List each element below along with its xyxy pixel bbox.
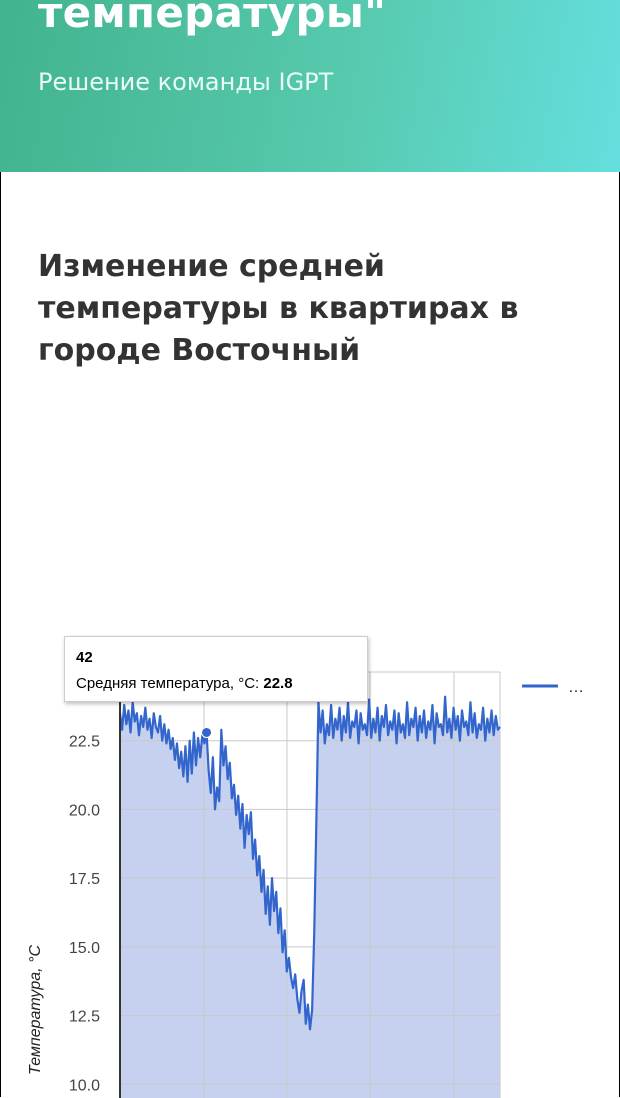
temperature-chart[interactable]: 22.5 20.0 17.5 15.0 12.5 10.0 Температура, °C … [0, 600, 620, 1098]
tooltip-x-value: 42 [76, 649, 93, 666]
header-subtitle: Решение команды IGPT [38, 68, 334, 96]
series-line [118, 695, 501, 1031]
y-tick-label: 17.5 [69, 871, 100, 888]
y-tick-label: 10.0 [69, 1077, 100, 1094]
highlighted-point [201, 726, 213, 738]
page-header: температуры" Решение команды IGPT [0, 0, 620, 172]
y-axis-title: Температура, °C [27, 945, 44, 1075]
y-tick-label: 15.0 [69, 940, 100, 957]
chart-tooltip: 42 Средняя температура, °C: 22.8 [64, 636, 368, 702]
y-tick-label: 20.0 [69, 802, 100, 819]
header-title: температуры" [38, 0, 387, 37]
tooltip-series-line: Средняя температура, °C: 22.8 [76, 675, 293, 692]
section-heading: Изменение средней температуры в квартира… [38, 249, 519, 368]
tooltip-series-label: Средняя температура, °C: [76, 675, 264, 692]
series-area [120, 696, 500, 1098]
tooltip-series-value: 22.8 [263, 675, 293, 692]
y-tick-label: 12.5 [69, 1009, 100, 1026]
y-tick-label: 22.5 [69, 734, 100, 751]
legend-label: … [568, 679, 584, 696]
